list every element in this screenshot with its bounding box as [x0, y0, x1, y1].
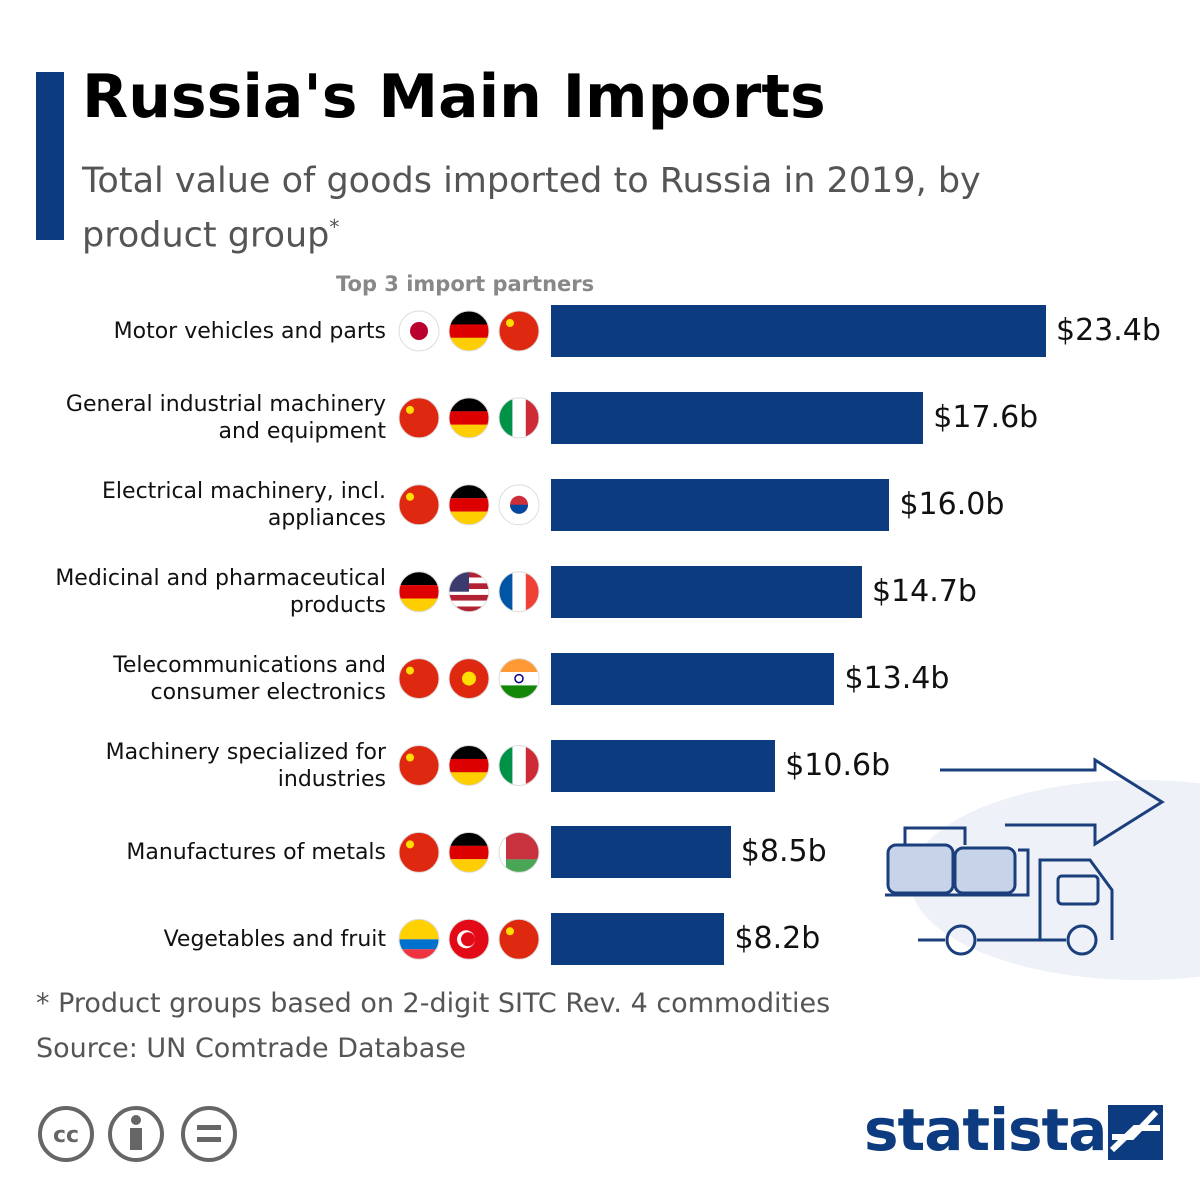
source: Source: UN Comtrade Database	[36, 1033, 467, 1064]
flag	[499, 484, 539, 525]
flag	[399, 919, 439, 960]
value-label: $14.7b	[871, 573, 977, 609]
value-label: $23.4b	[1056, 313, 1161, 348]
bar	[551, 913, 725, 966]
accent-bar	[36, 72, 64, 240]
bar	[551, 826, 731, 879]
flag	[449, 484, 489, 525]
bar	[551, 305, 1046, 357]
category-label: Motor vehicles and parts	[113, 318, 386, 344]
flag	[499, 919, 539, 960]
bar	[551, 478, 890, 531]
value-label: $17.6b	[933, 399, 1039, 435]
bar	[551, 565, 862, 618]
value-label: $16.0b	[899, 486, 1005, 522]
partners-label: Top 3 import partners	[336, 272, 595, 296]
bar	[551, 391, 924, 444]
chart-title: Russia's Main Imports	[82, 62, 826, 132]
footnote: * Product groups based on 2-digit SITC R…	[36, 988, 831, 1019]
flag	[449, 658, 489, 699]
svg-text:cc: cc	[53, 1123, 79, 1148]
flag	[399, 658, 439, 699]
flag	[399, 311, 439, 351]
flag	[449, 919, 489, 960]
category-label: Machinery specialized for industries	[105, 739, 386, 792]
flag	[499, 571, 539, 612]
flag	[399, 832, 439, 873]
flag	[499, 311, 539, 351]
subtitle: Total value of goods imported to Russia …	[82, 158, 982, 259]
flag	[499, 658, 539, 699]
brand-logo: statista	[864, 1096, 1107, 1164]
flag	[499, 745, 539, 786]
bar	[551, 739, 776, 792]
flag	[449, 832, 489, 873]
flag	[449, 745, 489, 786]
bar	[551, 652, 835, 705]
flag	[499, 397, 539, 438]
flag	[449, 397, 489, 438]
category-label: Vegetables and fruit	[163, 926, 386, 952]
flag	[399, 484, 439, 525]
value-label: $8.5b	[740, 834, 827, 870]
category-label: General industrial machinery and equipme…	[65, 391, 386, 444]
flag	[399, 745, 439, 786]
category-label: Medicinal and pharmaceutical products	[55, 565, 386, 618]
value-label: $8.2b	[734, 921, 821, 957]
value-label: $10.6b	[785, 747, 891, 783]
subtitle-text: Total value of goods imported to Russia …	[82, 161, 981, 256]
value-label: $13.4b	[844, 660, 950, 696]
flag	[399, 571, 439, 612]
subtitle-mark: *	[329, 215, 340, 239]
category-label: Manufactures of metals	[126, 839, 386, 865]
category-label: Telecommunications and consumer electron…	[113, 652, 386, 705]
category-label: Electrical machinery, incl. appliances	[102, 478, 386, 531]
flag	[449, 311, 489, 351]
flag	[399, 397, 439, 438]
